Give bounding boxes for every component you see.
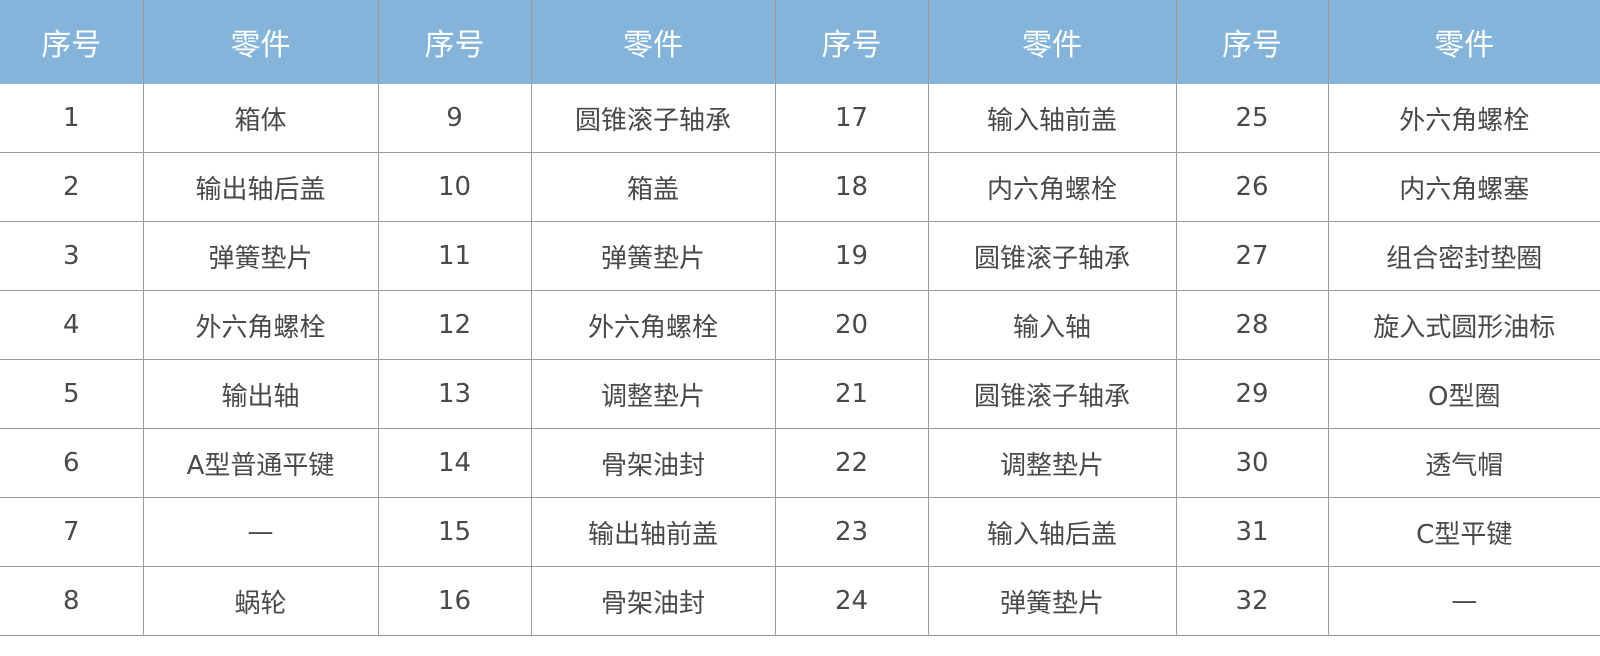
cell-part: A型普通平键 [143,428,379,498]
header-part: 零件 [531,0,776,84]
header-number: 序号 [378,0,532,84]
cell-number: 4 [0,290,144,360]
cell-number: 30 [1176,428,1329,498]
table-row: 2 输出轴后盖 10 箱盖 18 内六角螺栓 26 内六角螺塞 [0,152,1600,222]
cell-number: 5 [0,359,144,429]
table-row: 1 箱体 9 圆锥滚子轴承 17 输入轴前盖 25 外六角螺栓 [0,84,1600,153]
cell-part: 输出轴后盖 [143,152,379,222]
table-row: 7—15 输出轴前盖 23 输入轴后盖 31 C型平键 [0,497,1600,567]
cell-number: 22 [775,428,929,498]
cell-number: 8 [0,566,144,636]
cell-number: 32 [1176,566,1329,636]
header-number: 序号 [775,0,929,84]
header-part: 零件 [928,0,1177,84]
cell-part: 蜗轮 [143,566,379,636]
cell-number: 1 [0,84,144,153]
cell-part: 圆锥滚子轴承 [531,84,776,153]
cell-part: 弹簧垫片 [531,221,776,291]
cell-part: 输入轴前盖 [928,84,1177,153]
cell-number: 12 [378,290,532,360]
table-row: 4 外六角螺栓 12 外六角螺栓 20 输入轴 28 旋入式圆形油标 [0,290,1600,360]
cell-number: 31 [1176,497,1329,567]
table-row: 6 A型普通平键 14 骨架油封 22 调整垫片 30 透气帽 [0,428,1600,498]
cell-number: 15 [378,497,532,567]
cell-number: 6 [0,428,144,498]
cell-number: 14 [378,428,532,498]
cell-part: 输入轴后盖 [928,497,1177,567]
cell-number: 9 [378,84,532,153]
cell-number: 28 [1176,290,1329,360]
cell-part: 圆锥滚子轴承 [928,359,1177,429]
cell-number: 21 [775,359,929,429]
cell-number: 20 [775,290,929,360]
cell-number: 13 [378,359,532,429]
cell-number: 10 [378,152,532,222]
cell-number: 11 [378,221,532,291]
cell-number: 29 [1176,359,1329,429]
header-part: 零件 [143,0,379,84]
cell-part: — [143,497,379,567]
header-number: 序号 [1176,0,1329,84]
cell-part: 外六角螺栓 [531,290,776,360]
cell-part: 外六角螺栓 [143,290,379,360]
cell-part: 弹簧垫片 [143,221,379,291]
cell-part: 调整垫片 [928,428,1177,498]
cell-part: — [1328,566,1600,636]
cell-number: 16 [378,566,532,636]
cell-part: 圆锥滚子轴承 [928,221,1177,291]
table-row: 8 蜗轮 16 骨架油封 24 弹簧垫片 32— [0,566,1600,636]
cell-part: 透气帽 [1328,428,1600,498]
cell-part: 输入轴 [928,290,1177,360]
cell-part: 调整垫片 [531,359,776,429]
cell-number: 2 [0,152,144,222]
cell-number: 26 [1176,152,1329,222]
cell-part: 外六角螺栓 [1328,84,1600,153]
cell-part: C型平键 [1328,497,1600,567]
cell-part: 内六角螺塞 [1328,152,1600,222]
cell-part: 箱体 [143,84,379,153]
cell-part: 骨架油封 [531,566,776,636]
cell-part: 输出轴前盖 [531,497,776,567]
cell-part: 箱盖 [531,152,776,222]
cell-number: 7 [0,497,144,567]
cell-part: 输出轴 [143,359,379,429]
cell-number: 17 [775,84,929,153]
cell-number: 19 [775,221,929,291]
cell-part: 组合密封垫圈 [1328,221,1600,291]
cell-number: 18 [775,152,929,222]
cell-number: 23 [775,497,929,567]
cell-number: 24 [775,566,929,636]
cell-number: 27 [1176,221,1329,291]
header-row: 序号 零件 序号 零件 序号 零件 序号 零件 [0,0,1600,84]
cell-part: 旋入式圆形油标 [1328,290,1600,360]
table-row: 3 弹簧垫片 11 弹簧垫片 19 圆锥滚子轴承 27 组合密封垫圈 [0,221,1600,291]
cell-part: 骨架油封 [531,428,776,498]
table-row: 5 输出轴 13 调整垫片 21 圆锥滚子轴承 29 O型圈 [0,359,1600,429]
cell-number: 25 [1176,84,1329,153]
header-number: 序号 [0,0,144,84]
cell-number: 3 [0,221,144,291]
header-part: 零件 [1328,0,1600,84]
cell-part: 弹簧垫片 [928,566,1177,636]
cell-part: 内六角螺栓 [928,152,1177,222]
cell-part: O型圈 [1328,359,1600,429]
parts-table: 序号 零件 序号 零件 序号 零件 序号 零件 1 箱体 9 圆锥滚子轴承 17 输入轴前盖 25 外六角螺… [0,0,1600,636]
